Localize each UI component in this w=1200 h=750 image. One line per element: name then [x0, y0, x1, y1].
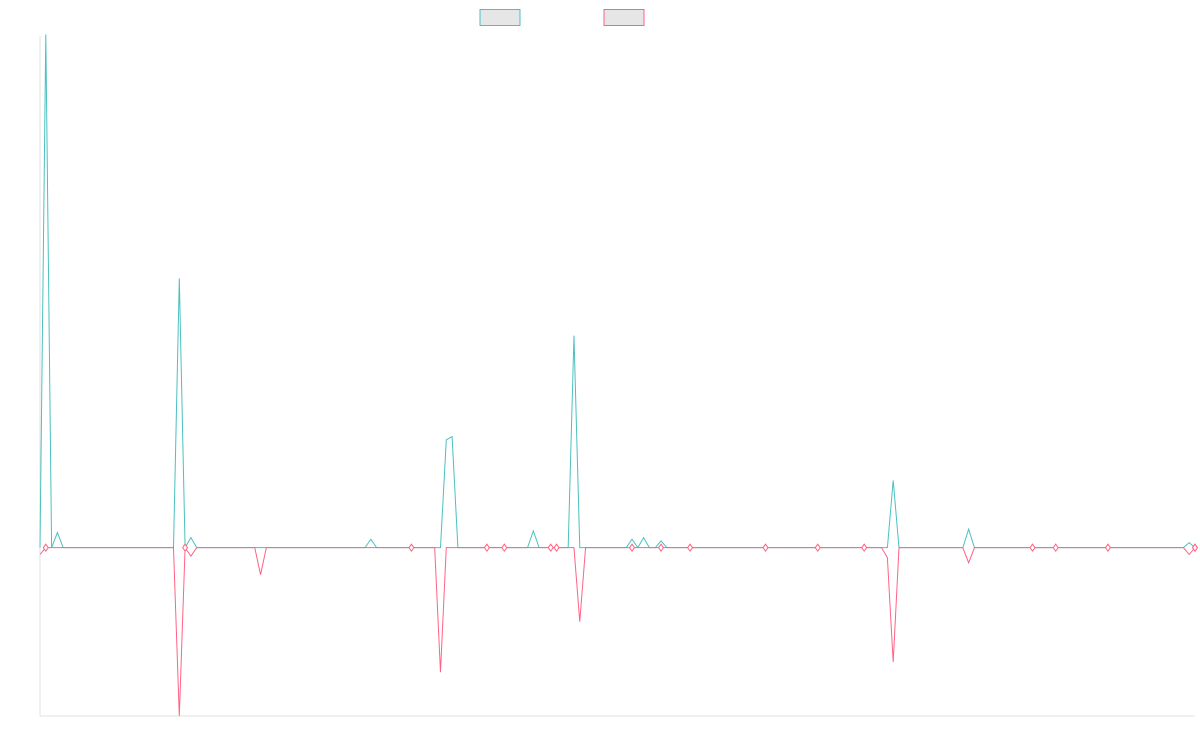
- series-line-2: [39, 546, 1196, 717]
- marker-layer: [42, 543, 1199, 553]
- series-layer: [39, 34, 1196, 717]
- data-marker-1: [42, 543, 49, 553]
- data-marker-7: [553, 543, 560, 553]
- legend-item-1[interactable]: [479, 9, 521, 26]
- data-marker-15: [1052, 543, 1059, 553]
- data-marker-16: [1104, 543, 1112, 553]
- data-marker-3: [408, 543, 415, 553]
- data-marker-18: [1191, 543, 1199, 553]
- legend-item-2[interactable]: [603, 9, 645, 26]
- axes: [39, 36, 1195, 717]
- series-line-1: [39, 34, 1196, 550]
- data-marker-8: [628, 543, 636, 553]
- data-marker-6: [547, 543, 554, 553]
- data-marker-14: [1029, 543, 1036, 553]
- data-marker-2: [182, 543, 189, 553]
- legend[interactable]: [479, 9, 645, 26]
- legend-swatch-1[interactable]: [479, 9, 521, 26]
- legend-swatch-2[interactable]: [603, 9, 645, 26]
- data-marker-9: [657, 543, 665, 553]
- data-marker-4: [483, 543, 490, 553]
- data-marker-11: [762, 543, 769, 553]
- data-marker-5: [501, 543, 508, 553]
- data-marker-13: [861, 543, 868, 553]
- data-marker-10: [686, 543, 694, 553]
- data-marker-12: [814, 543, 821, 553]
